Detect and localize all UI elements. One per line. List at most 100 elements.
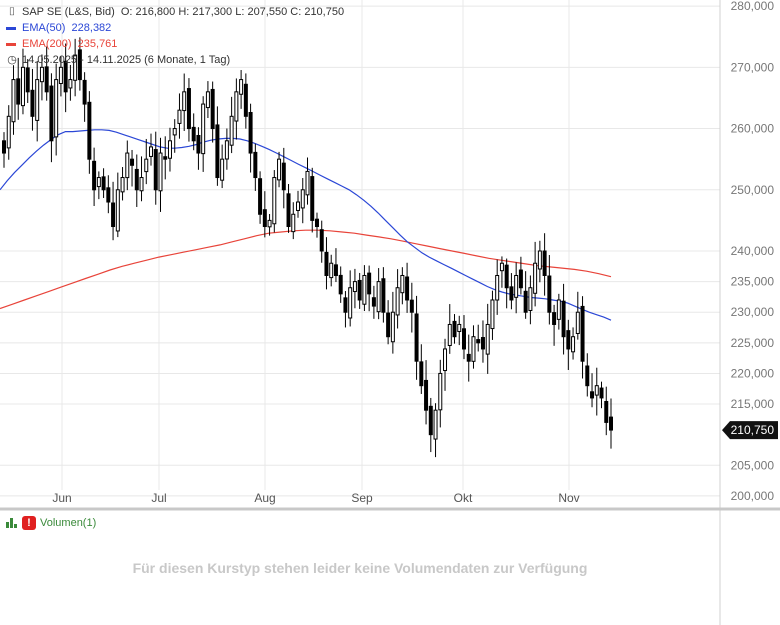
candle-body — [443, 348, 448, 372]
candle-body — [167, 140, 172, 159]
candle-body — [362, 274, 367, 305]
candle-body — [158, 152, 163, 192]
candle-body — [163, 156, 168, 160]
clock-icon[interactable]: ◷ — [7, 54, 17, 66]
period-row: ◷ 14.05.2025 - 14.11.2025 (6 Monate, 1 Ta… — [6, 53, 230, 67]
candle-body — [54, 79, 59, 138]
x-tick-label: Aug — [254, 491, 275, 505]
ema50-value: 228,382 — [71, 22, 112, 34]
candle-body — [39, 66, 44, 83]
candle-body — [305, 170, 310, 196]
y-tick-label: 270,000 — [731, 60, 775, 74]
y-tick-label: 240,000 — [731, 244, 775, 258]
candle-body — [63, 60, 68, 93]
candle-body — [533, 262, 538, 294]
candle-body — [92, 160, 97, 191]
candle-body — [310, 176, 315, 221]
candle-body — [130, 158, 135, 166]
ema200-label: EMA(200) — [22, 38, 72, 50]
candle-body — [452, 320, 457, 338]
candle-body — [77, 49, 82, 81]
period-range: 14.05.2025 - 14.11.2025 (6 Monate, 1 Tag… — [22, 54, 231, 66]
warning-icon[interactable]: ! — [22, 516, 36, 530]
candle-body — [542, 250, 547, 276]
candle-body — [609, 416, 613, 431]
candle-body — [234, 91, 239, 122]
candle-body — [210, 88, 215, 130]
y-axis-labels: 200,000 205,000 215,000 220,000 225,000 230,0… — [731, 0, 775, 503]
candle-body — [590, 391, 595, 399]
y-tick-label: 280,000 — [731, 0, 775, 13]
ema200-series — [0, 229, 612, 310]
candle-body — [16, 78, 21, 105]
volume-label: Volumen(1) — [40, 516, 97, 529]
candle-body — [205, 91, 210, 109]
candle-body — [457, 323, 462, 332]
candle-body — [509, 286, 514, 301]
candle-body — [495, 274, 500, 301]
volume-header: ! Volumen(1) — [6, 516, 96, 530]
candle-body — [552, 312, 557, 325]
x-axis-labels: Jun Jul Aug Sep Okt Nov — [52, 491, 579, 505]
candle-body — [419, 361, 424, 387]
y-tick-label: 260,000 — [731, 122, 775, 136]
x-tick-label: Jul — [151, 491, 166, 505]
candle-body — [556, 299, 561, 320]
candle-body — [428, 405, 433, 436]
candle-body — [504, 264, 509, 289]
y-tick-label: 220,000 — [731, 366, 775, 380]
candle-body — [58, 66, 63, 85]
candle-body — [499, 262, 504, 272]
candle-body — [11, 79, 16, 123]
candle-body — [433, 409, 438, 440]
candle-body — [258, 178, 263, 215]
candle-body — [447, 323, 452, 347]
candle-body — [348, 287, 353, 319]
candle-body — [106, 187, 111, 203]
candle-body — [466, 353, 471, 362]
candle-body — [73, 54, 78, 81]
candle-body — [471, 336, 476, 362]
last-price-label: 210,750 — [731, 423, 775, 437]
candle-body — [390, 311, 395, 343]
candle-body — [272, 177, 277, 225]
legend-ema200[interactable]: EMA(200) 235,761 — [6, 37, 117, 51]
candle-body — [314, 218, 319, 228]
candle-body — [594, 385, 599, 396]
last-price-marker: 210,750 — [722, 421, 778, 440]
volume-unavailable-message: Für diesen Kurstyp stehen leider keine V… — [132, 560, 588, 576]
candle-body — [267, 219, 272, 228]
candle-body — [25, 67, 30, 93]
candle-body — [248, 111, 253, 154]
legend-ema50[interactable]: EMA(50) 228,382 — [6, 21, 111, 35]
candle-body — [149, 146, 154, 157]
candle-body — [405, 276, 410, 301]
candle-body — [281, 162, 286, 191]
candle-body — [537, 250, 542, 270]
candle-body — [153, 149, 158, 191]
candlestick-icon[interactable]: ⌷ — [8, 6, 16, 18]
candle-body — [144, 158, 149, 173]
candle-body — [220, 158, 225, 181]
candle-body — [115, 189, 120, 232]
candle-body — [82, 79, 87, 105]
y-tick-label: 230,000 — [731, 305, 775, 319]
candle-body — [291, 213, 296, 233]
candle-body — [191, 126, 196, 142]
candle-body — [514, 274, 519, 298]
candle-body — [599, 387, 604, 399]
x-tick-label: Sep — [351, 491, 373, 505]
candle-body — [476, 339, 481, 344]
candle-body — [518, 269, 523, 289]
candle-body — [319, 229, 324, 252]
candle-body — [87, 101, 92, 160]
candle-body — [125, 152, 130, 179]
candle-body — [371, 297, 376, 307]
candle-body — [96, 177, 101, 188]
candle-body — [547, 275, 552, 313]
candle-body — [134, 168, 139, 191]
candle-body — [571, 336, 576, 353]
y-tick-label: 250,000 — [731, 183, 775, 197]
y-tick-label: 215,000 — [731, 397, 775, 411]
candle-body — [296, 201, 301, 211]
